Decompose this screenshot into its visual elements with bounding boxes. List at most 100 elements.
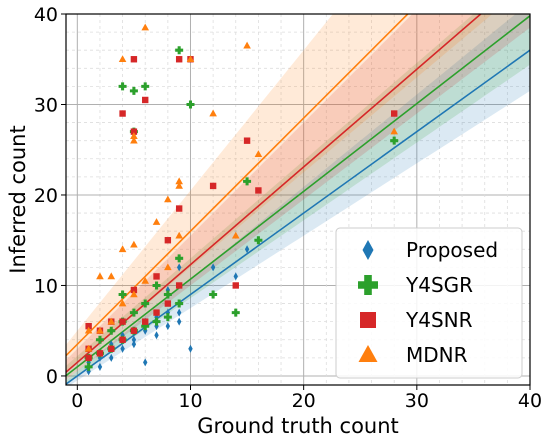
data-point-y4sgr: [141, 322, 150, 331]
data-point-y4snr: [209, 182, 217, 190]
legend-box: [335, 227, 523, 379]
data-point-y4sgr: [129, 86, 138, 95]
data-point-proposed: [131, 335, 137, 344]
data-point-y4sgr: [163, 290, 172, 299]
data-point-y4snr: [96, 350, 104, 357]
data-point-y4sgr: [95, 335, 104, 344]
data-point-proposed: [131, 340, 137, 349]
data-point-y4snr: [390, 110, 398, 117]
data-point-mdnr: [243, 41, 251, 49]
legend-label-mdnr: MDNR: [406, 343, 468, 367]
data-point-y4sgr: [107, 326, 116, 335]
data-point-y4snr: [119, 318, 126, 325]
data-point-mdnr: [175, 177, 183, 185]
x-tick-label: 40: [518, 390, 542, 412]
data-point-y4sgr: [390, 136, 399, 145]
data-point-y4snr: [175, 282, 183, 289]
data-point-mdnr: [141, 276, 150, 284]
y-tick-label: 0: [46, 366, 58, 388]
legend-label-y4snr: Y4SNR: [405, 308, 473, 332]
data-point-proposed: [210, 263, 216, 272]
data-point-mdnr: [107, 317, 116, 325]
data-point-mdnr: [164, 263, 172, 271]
data-point-y4snr: [232, 282, 239, 289]
data-point-y4sgr: [175, 299, 184, 308]
axis-ticks: 0 10 20 30 40 0 10 20 30 40: [34, 4, 542, 412]
data-point-proposed: [165, 322, 171, 331]
y-axis-label: Inferred count: [6, 125, 30, 273]
data-point-proposed: [97, 362, 103, 371]
data-point-y4sgr: [175, 46, 184, 55]
legend-marker-y4snr: [360, 312, 376, 328]
data-point-mdnr: [231, 231, 240, 239]
data-point-y4sgr: [152, 317, 161, 326]
data-point-y4sgr: [243, 177, 252, 186]
legend-label-y4sgr: Y4SGR: [405, 273, 473, 297]
data-point-mdnr: [186, 55, 195, 63]
x-axis-label: Ground truth count: [197, 414, 399, 438]
data-point-proposed: [176, 308, 182, 317]
data-point-y4snr: [119, 336, 126, 343]
data-point-y4sgr: [141, 299, 150, 308]
y-tick-label: 40: [34, 4, 58, 26]
data-point-y4sgr: [118, 290, 127, 299]
data-point-y4snr: [142, 96, 149, 104]
data-point-mdnr: [118, 55, 127, 63]
data-point-mdnr: [130, 240, 138, 248]
data-point-y4sgr: [209, 290, 218, 299]
data-point-mdnr: [141, 23, 150, 31]
x-tick-label: 10: [178, 390, 202, 412]
fit-line-y4sgr: [66, 15, 530, 377]
data-point-y4snr: [130, 327, 138, 334]
data-point-proposed: [176, 263, 182, 272]
x-tick-label: 20: [292, 390, 316, 412]
y-tick-label: 20: [34, 185, 58, 207]
data-point-y4sgr: [152, 281, 161, 290]
data-point-y4snr: [175, 56, 183, 63]
data-point-proposed: [244, 245, 250, 254]
legend: Proposed Y4SGR Y4SNR MDNR: [335, 227, 523, 379]
legend-label-proposed: Proposed: [406, 238, 498, 262]
data-point-y4sgr: [231, 308, 240, 317]
legend-marker-y4sgr: [358, 275, 378, 295]
x-tick-label: 30: [405, 390, 429, 412]
y-tick-label: 30: [34, 94, 58, 116]
data-point-proposed: [143, 326, 148, 335]
data-point-mdnr: [84, 326, 93, 334]
data-point-proposed: [176, 317, 182, 326]
y-tick-label: 10: [34, 275, 58, 297]
data-point-mdnr: [118, 299, 127, 307]
data-point-y4snr: [153, 273, 160, 280]
data-point-y4snr: [153, 309, 160, 316]
data-point-proposed: [143, 358, 148, 367]
data-point-y4snr: [255, 187, 262, 194]
data-point-mdnr: [175, 231, 183, 239]
data-point-mdnr: [107, 272, 116, 280]
data-point-y4snr: [85, 322, 92, 330]
legend-marker-mdnr: [358, 345, 378, 362]
data-point-y4sgr: [254, 236, 263, 245]
data-point-y4snr: [119, 110, 126, 117]
data-point-y4sgr: [163, 313, 172, 322]
data-point-mdnr: [118, 245, 127, 253]
data-point-proposed: [120, 344, 125, 353]
data-point-y4snr: [108, 345, 115, 353]
fit-line-mdnr: [66, 14, 409, 357]
data-point-proposed: [154, 331, 159, 340]
data-point-mdnr: [152, 218, 161, 225]
data-point-mdnr: [254, 150, 263, 158]
data-point-proposed: [233, 272, 238, 281]
fit-lines: [66, 14, 530, 385]
data-point-y4snr: [85, 354, 92, 362]
data-point-mdnr: [209, 109, 217, 117]
data-point-y4snr: [142, 318, 149, 325]
confidence-band-mdnr: [66, 14, 493, 372]
fit-line-y4snr: [66, 14, 482, 373]
data-point-y4snr: [164, 300, 172, 307]
data-point-y4snr: [130, 128, 138, 135]
data-point-mdnr: [130, 290, 138, 298]
data-point-mdnr: [164, 195, 172, 203]
data-point-mdnr: [175, 181, 183, 189]
data-point-y4snr: [130, 286, 138, 294]
